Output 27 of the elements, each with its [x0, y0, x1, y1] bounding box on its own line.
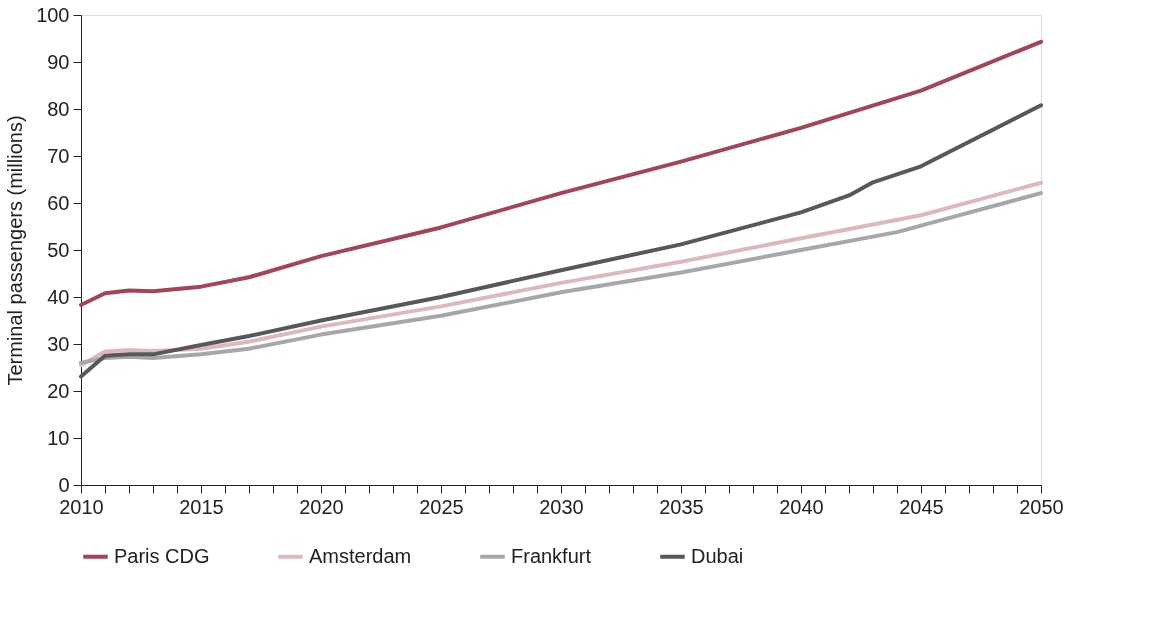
x-tick-label: 2010: [59, 495, 104, 518]
y-tick-label: 80: [47, 97, 70, 120]
x-tick-label: 2045: [899, 495, 944, 518]
y-tick-label: 70: [47, 144, 70, 167]
x-tick-label: 2035: [659, 495, 704, 518]
x-tick-label: 2025: [419, 495, 464, 518]
x-tick-label: 2050: [1019, 495, 1064, 518]
y-tick-label: 40: [47, 285, 70, 308]
y-tick-label: 20: [47, 379, 70, 402]
legend-label: Amsterdam: [309, 544, 412, 567]
y-tick-label: 100: [36, 3, 70, 26]
line-series: [79, 39, 1043, 307]
y-tick-label: 90: [47, 50, 70, 73]
line-series: [79, 103, 1043, 379]
legend-label: Frankfurt: [511, 544, 592, 567]
x-tick-label: 2030: [539, 495, 584, 518]
x-tick-label: 2040: [779, 495, 824, 518]
y-tick-label: 60: [47, 191, 70, 214]
x-tick-label: 2015: [179, 495, 224, 518]
legend-label: Dubai: [691, 544, 744, 567]
y-axis-title: Terminal passengers (millions): [4, 115, 27, 386]
x-tick-label: 2020: [299, 495, 344, 518]
y-tick-label: 0: [58, 473, 70, 496]
y-tick-label: 30: [47, 332, 70, 355]
y-tick-label: 50: [47, 238, 70, 261]
legend-label: Paris CDG: [114, 544, 210, 567]
y-tick-label: 10: [47, 426, 70, 449]
